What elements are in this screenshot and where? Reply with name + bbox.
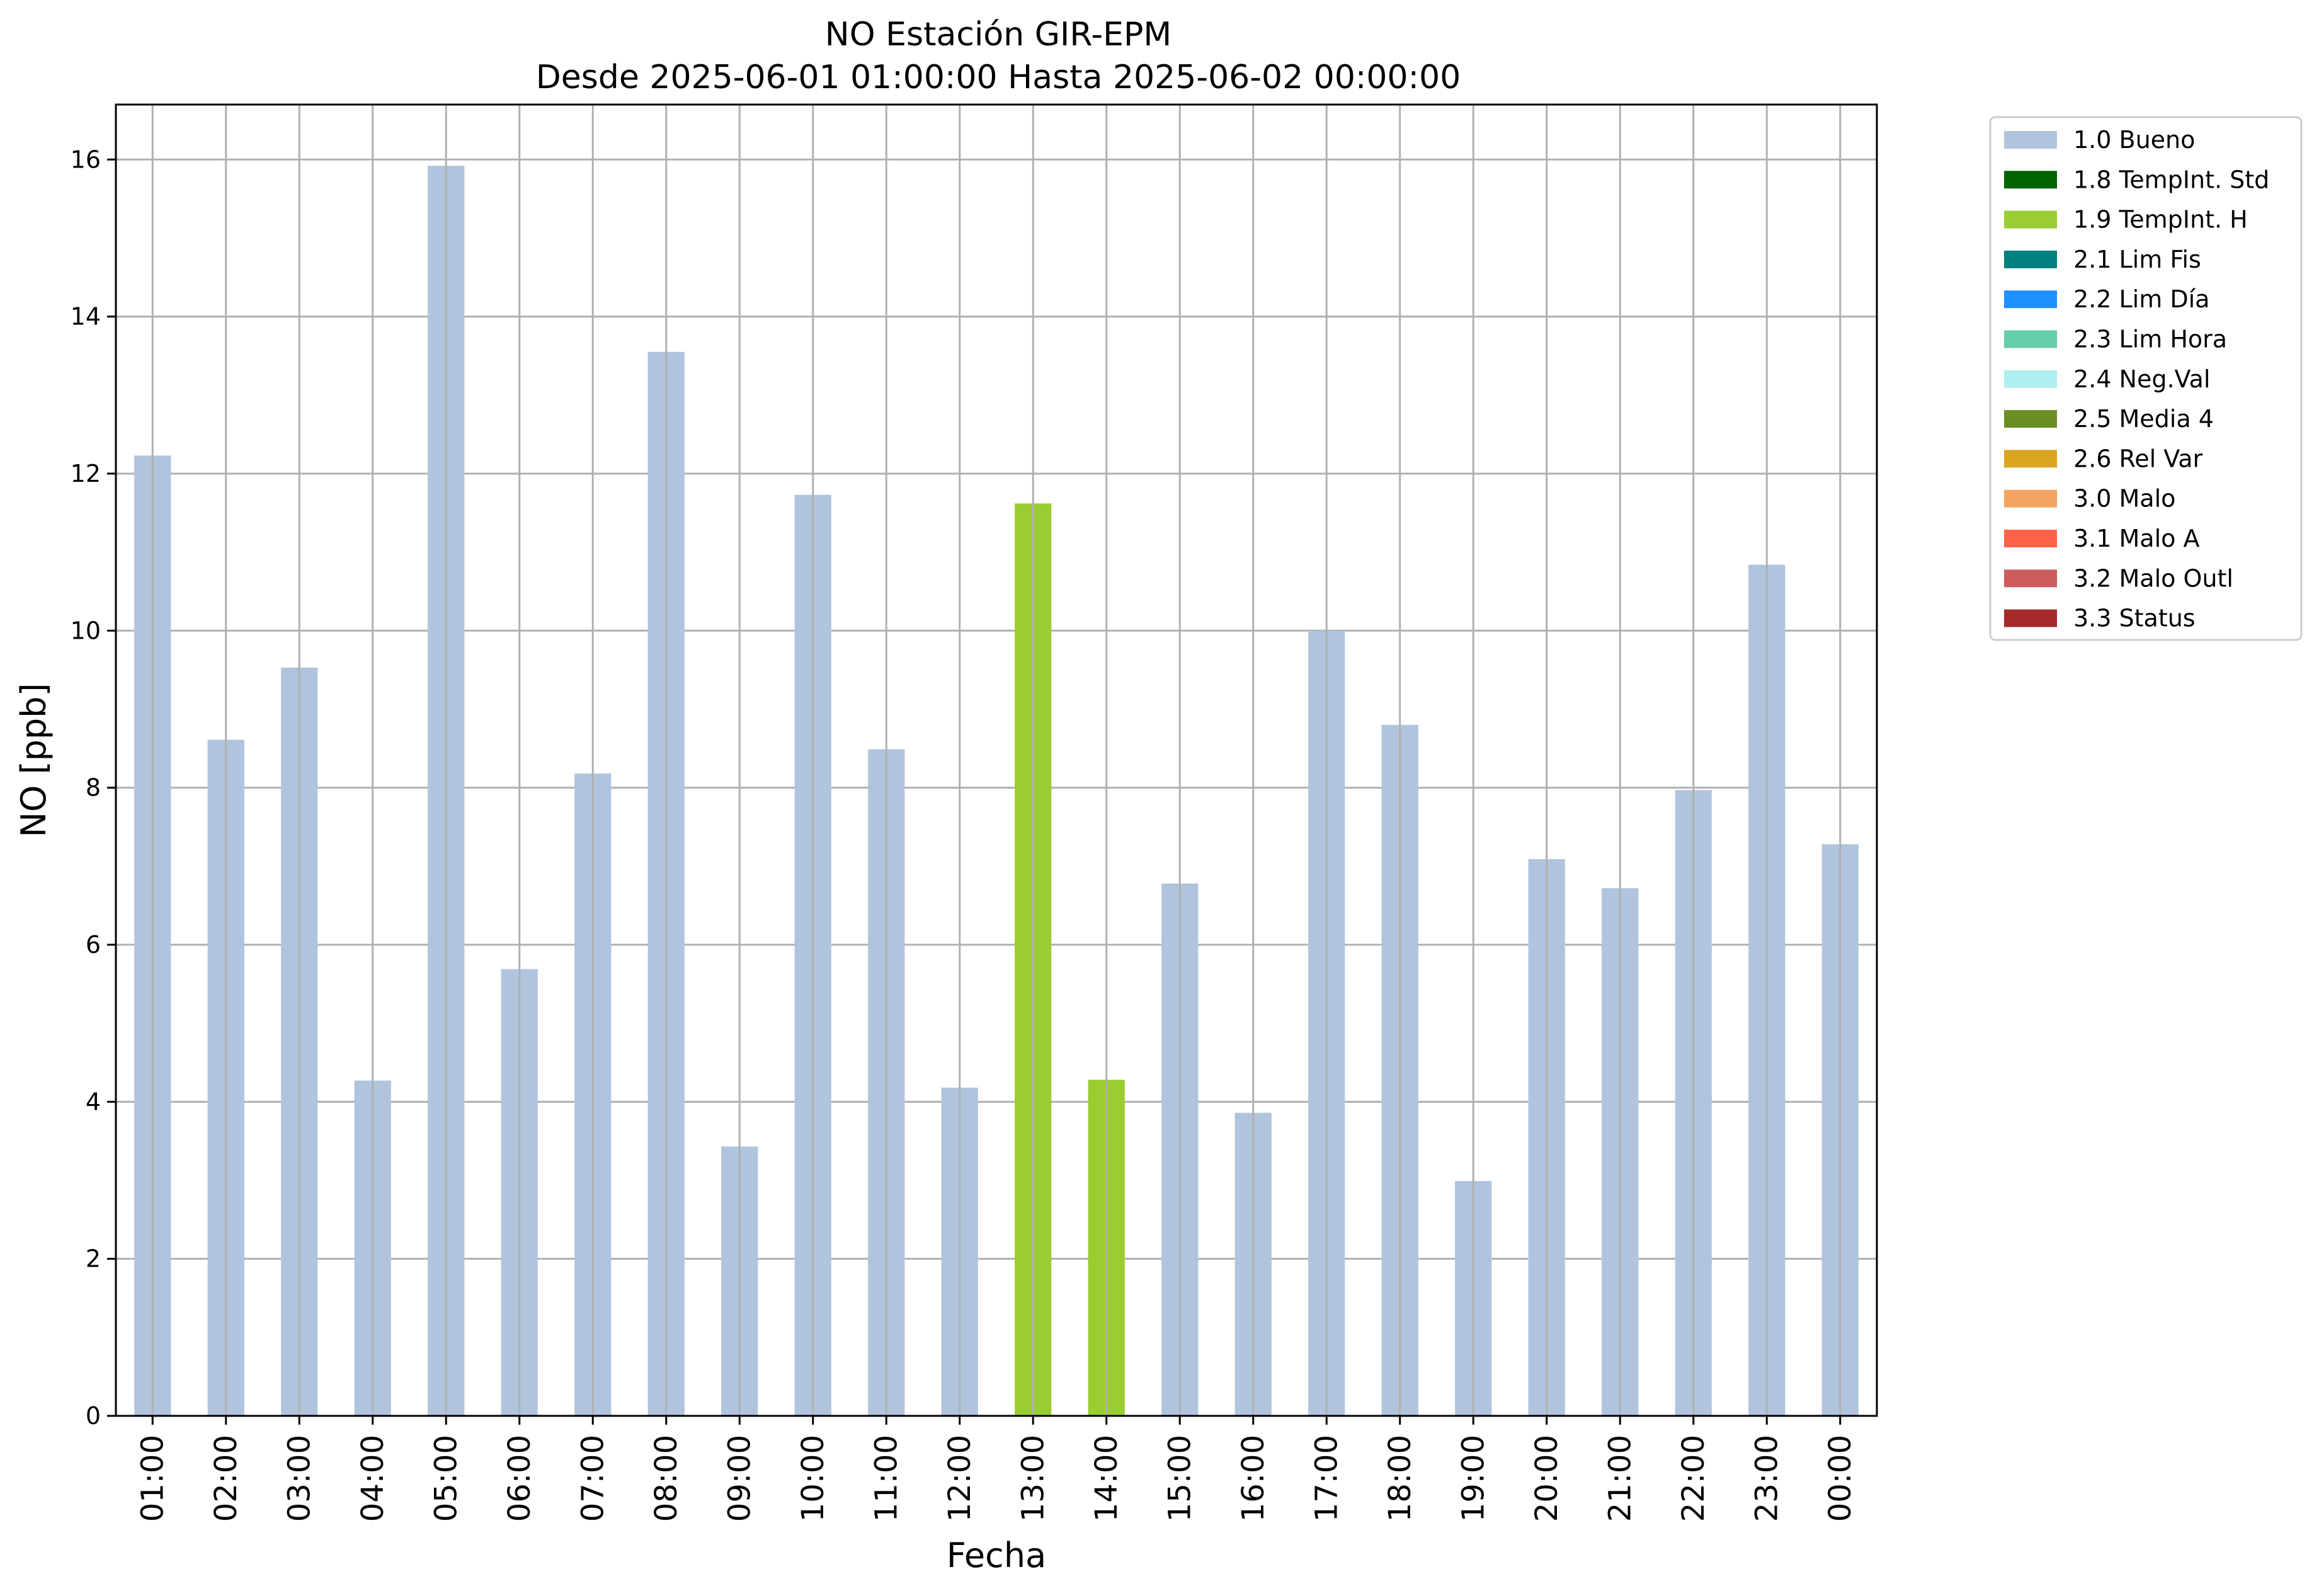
x-tick-label: 11:00	[869, 1435, 904, 1522]
legend-label: 1.0 Bueno	[2073, 126, 2195, 154]
x-tick-label: 23:00	[1749, 1435, 1784, 1522]
legend-label: 3.2 Malo Outl	[2073, 564, 2233, 592]
legend-swatch	[2004, 210, 2057, 229]
legend-label: 2.4 Neg.Val	[2073, 365, 2210, 393]
grid-lines	[116, 158, 1877, 1417]
y-tick-label: 14	[71, 303, 101, 331]
y-axis-label: NO [ppb]	[14, 683, 54, 837]
bars	[134, 105, 1859, 1416]
x-tick-label: 00:00	[1823, 1435, 1858, 1522]
y-ticks: 0 2 4 6 8 10 12 14 16	[71, 145, 116, 1430]
legend-swatch	[2004, 250, 2057, 268]
x-tick-label: 03:00	[282, 1435, 317, 1522]
legend-swatch	[2004, 489, 2057, 508]
legend-swatch	[2004, 171, 2057, 189]
x-tick-label: 14:00	[1089, 1435, 1124, 1522]
legend: 1.0 Bueno 1.8 TempInt. Std 1.9 TempInt. H 2…	[1989, 116, 2303, 641]
y-tick-label: 12	[71, 460, 101, 487]
y-tick-label: 16	[71, 145, 101, 173]
x-tick-label: 04:00	[355, 1435, 390, 1522]
x-tick-label: 07:00	[575, 1435, 610, 1522]
y-tick-label: 10	[71, 617, 101, 644]
y-tick-label: 0	[86, 1402, 101, 1430]
legend-label: 3.0 Malo	[2073, 485, 2175, 513]
legend-label: 1.8 TempInt. Std	[2073, 166, 2269, 193]
legend-label: 2.3 Lim Hora	[2073, 326, 2227, 353]
x-tick-label: 22:00	[1676, 1435, 1711, 1522]
x-tick-label: 19:00	[1456, 1435, 1491, 1522]
x-tick-label: 09:00	[722, 1435, 757, 1522]
x-ticks: 01:00 02:00 03:00 04:00 05:00 06:00 07:00 08:00…	[135, 1416, 1858, 1522]
x-tick-label: 18:00	[1382, 1435, 1418, 1522]
legend-label: 1.9 TempInt. H	[2073, 206, 2248, 234]
plot-frame	[115, 103, 1878, 1417]
legend-swatch	[2004, 370, 2057, 388]
legend-swatch	[2004, 569, 2057, 588]
y-tick-label: 4	[86, 1088, 101, 1115]
y-tick-label: 6	[86, 931, 101, 959]
x-tick-label: 17:00	[1309, 1435, 1344, 1522]
x-tick-label: 05:00	[428, 1435, 464, 1522]
legend-label: 2.6 Rel Var	[2073, 445, 2203, 472]
x-tick-label: 21:00	[1602, 1435, 1638, 1522]
legend-label: 3.1 Malo A	[2073, 525, 2199, 552]
legend-swatch	[2004, 450, 2057, 468]
x-tick-label: 12:00	[942, 1435, 977, 1522]
x-tick-label: 13:00	[1015, 1435, 1051, 1522]
x-tick-label: 01:00	[135, 1435, 170, 1522]
legend-swatch	[2004, 290, 2057, 309]
x-tick-label: 15:00	[1162, 1435, 1197, 1522]
legend-swatch	[2004, 410, 2057, 428]
x-tick-label: 02:00	[208, 1435, 244, 1522]
x-tick-label: 20:00	[1529, 1435, 1564, 1522]
x-tick-label: 08:00	[649, 1435, 684, 1522]
legend-label: 2.1 Lim Fis	[2073, 246, 2201, 273]
x-tick-label: 06:00	[502, 1435, 537, 1522]
legend-box	[1989, 116, 2303, 641]
legend-swatch	[2004, 609, 2057, 627]
legend-swatch	[2004, 330, 2057, 348]
chart-subtitle: Desde 2025-06-01 01:00:00 Hasta 2025-06-…	[536, 59, 1461, 96]
y-tick-label: 2	[86, 1245, 101, 1273]
chart-title: NO Estación GIR-EPM	[825, 16, 1171, 54]
legend-label: 2.2 Lim Día	[2073, 285, 2209, 313]
legend-label: 3.3 Status	[2073, 605, 2196, 632]
legend-swatch	[2004, 530, 2057, 547]
x-axis-label: Fecha	[947, 1536, 1046, 1575]
legend-label: 2.5 Media 4	[2073, 405, 2214, 433]
legend-swatch	[2004, 131, 2057, 149]
x-tick-label: 16:00	[1236, 1435, 1271, 1522]
y-tick-label: 8	[86, 774, 101, 802]
x-tick-label: 10:00	[795, 1435, 831, 1522]
